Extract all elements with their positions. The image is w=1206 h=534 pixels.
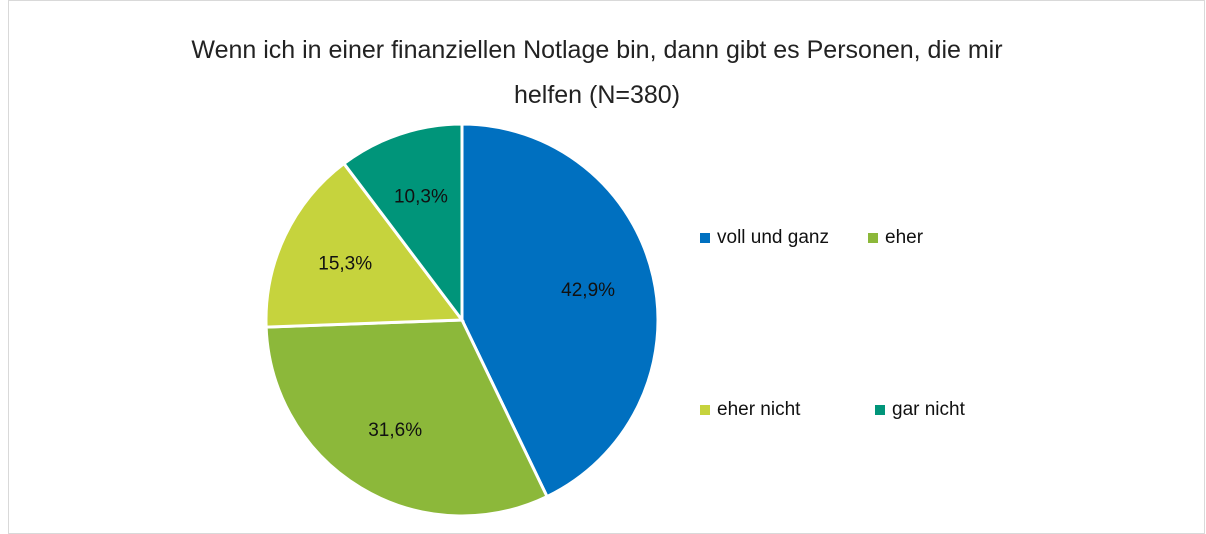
legend-label: eher nicht [717,399,801,420]
legend-swatch [868,233,878,243]
legend-swatch [875,405,885,415]
legend-label: gar nicht [892,399,966,420]
pie-slice [264,161,465,329]
legend-label: voll und ganz [717,227,829,248]
legend-swatch [700,233,710,243]
pie-slice [460,122,660,499]
data-label: 10,3% [394,186,448,207]
pie-slice [264,318,550,518]
data-label: 15,3% [318,253,372,274]
chart-title: Wenn ich in einer finanziellen Notlage b… [191,36,1003,109]
data-label: 31,6% [368,420,422,441]
legend-label: eher [885,227,924,248]
pie-slice [341,122,464,325]
data-label: 42,9% [561,280,615,301]
legend-swatch [700,405,710,415]
